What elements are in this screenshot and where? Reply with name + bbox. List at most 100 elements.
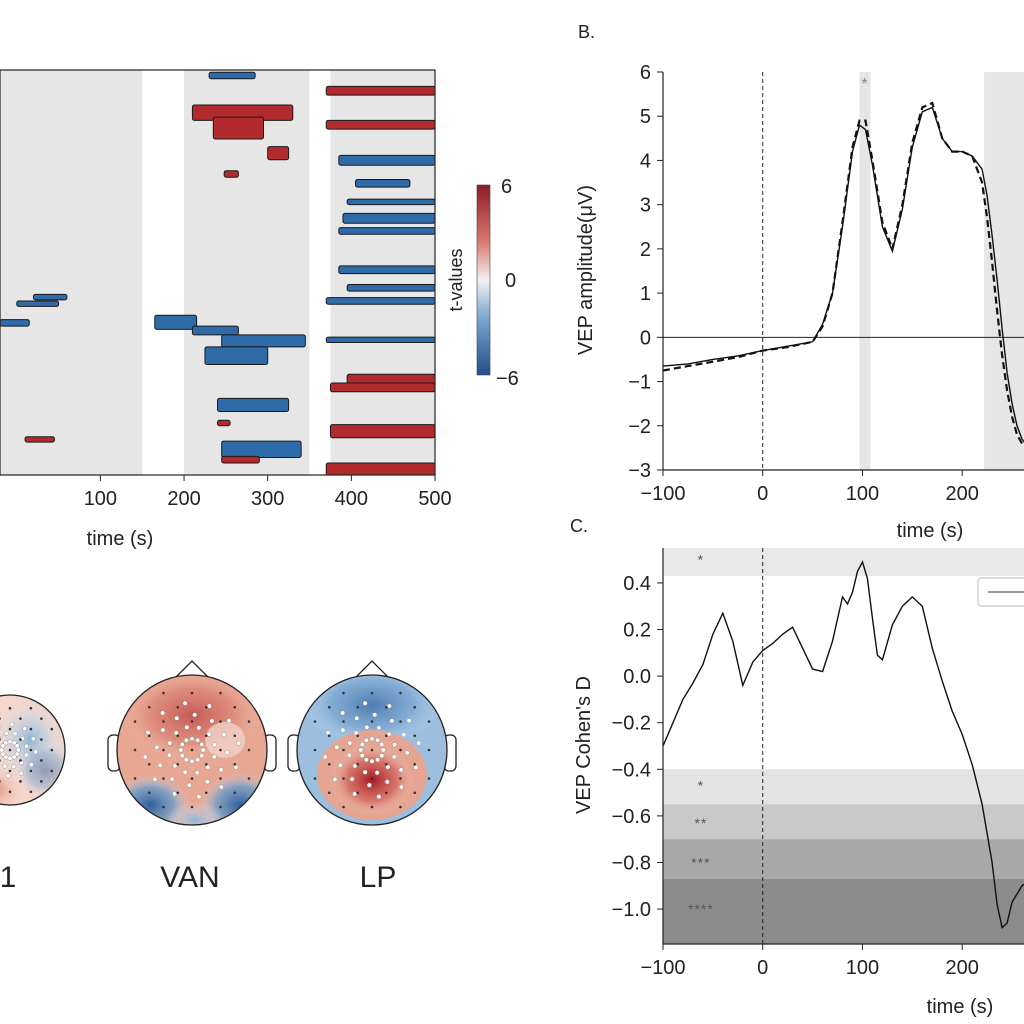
electrode-small bbox=[313, 748, 317, 752]
electrode bbox=[204, 779, 210, 785]
cluster-neg-22 bbox=[204, 346, 269, 365]
panel-b-x-label: time (s) bbox=[897, 520, 964, 542]
electrode-small bbox=[190, 748, 194, 752]
electrode bbox=[154, 744, 160, 750]
panel-c-axes: −100 0 100 200 0.4 0.2 0.0 −0.2 −0.4 −0.6 −0.8 −1.0 bbox=[612, 548, 1024, 979]
electrode-small bbox=[370, 691, 374, 695]
electrode bbox=[3, 754, 9, 760]
electrode-small bbox=[427, 748, 431, 752]
cluster-neg-13 bbox=[346, 284, 435, 292]
electrode bbox=[340, 727, 346, 733]
cluster-neg-20 bbox=[325, 336, 435, 344]
cluster-pos-7 bbox=[223, 170, 239, 178]
electrode bbox=[392, 742, 398, 748]
electrode bbox=[218, 784, 224, 790]
electrode bbox=[346, 752, 352, 758]
panel-c-y-tick-label: −0.4 bbox=[612, 759, 651, 781]
electrode-small bbox=[176, 705, 180, 709]
electrode-small bbox=[356, 762, 360, 766]
cluster-neg-11 bbox=[338, 227, 435, 235]
panel-b-x-tick-label: −100 bbox=[640, 483, 685, 505]
electrode-small bbox=[219, 720, 222, 723]
electrode bbox=[362, 700, 368, 706]
panel-c-band-0 bbox=[663, 548, 1024, 576]
electrode bbox=[372, 712, 378, 718]
electrode bbox=[157, 762, 163, 768]
electrode bbox=[3, 740, 9, 746]
electrode-small bbox=[327, 705, 331, 709]
cluster-pos-5 bbox=[267, 146, 290, 161]
panel-c-band-3 bbox=[663, 839, 1024, 879]
electrode-small bbox=[162, 805, 165, 809]
electrode bbox=[24, 743, 30, 749]
cluster-pos-24 bbox=[329, 382, 435, 393]
panel-b-y-tick-label: 2 bbox=[640, 239, 651, 261]
panel-c: C. *********** −100 0 100 2000.40.20.0−0.2−… bbox=[570, 516, 1024, 1018]
panel-b-window-0 bbox=[859, 72, 871, 470]
electrode-small bbox=[0, 759, 1, 762]
panel-c-y-label: VEP Cohen's D bbox=[573, 676, 595, 814]
electrode-small bbox=[233, 762, 237, 766]
electrode bbox=[363, 757, 369, 763]
panel-c-series-solid bbox=[663, 560, 1024, 930]
electrode-small bbox=[8, 790, 12, 794]
panel-b-y-tick-label: −1 bbox=[628, 372, 651, 394]
electrode bbox=[406, 718, 412, 724]
panel-b-y-tick-label: 6 bbox=[640, 62, 651, 84]
electrode bbox=[389, 718, 395, 724]
electrode-small bbox=[219, 748, 222, 752]
panel-c-y-tick-label: 0.4 bbox=[623, 573, 651, 595]
electrode bbox=[174, 715, 180, 721]
electrode bbox=[173, 730, 179, 736]
electrode-small bbox=[133, 777, 137, 780]
panel-a-tick-label-200: 200 bbox=[167, 488, 200, 510]
electrode bbox=[189, 736, 195, 742]
panel-c-x-tick-label: 0 bbox=[757, 957, 768, 979]
electrode bbox=[369, 736, 375, 742]
electrode-small bbox=[247, 777, 251, 780]
electrode-small bbox=[219, 691, 222, 695]
electrode bbox=[385, 764, 391, 770]
electrode-small bbox=[204, 705, 208, 709]
electrode-small bbox=[384, 762, 388, 766]
electrode bbox=[386, 703, 392, 709]
electrode bbox=[0, 724, 2, 730]
electrode bbox=[172, 763, 178, 769]
panel-a-frame bbox=[0, 69, 436, 476]
panel-a-x-ticks: 100 200 300 400 500 bbox=[84, 475, 452, 510]
electrode bbox=[404, 750, 410, 756]
electrode-small bbox=[399, 777, 402, 780]
electrode-small bbox=[0, 780, 1, 783]
electrode bbox=[182, 769, 188, 775]
electrode bbox=[196, 725, 202, 731]
topomap-lp-label: LP bbox=[360, 861, 397, 894]
panel-c-y-tick-label: 0.2 bbox=[623, 620, 651, 642]
electrode bbox=[182, 700, 188, 706]
electrode-small bbox=[342, 748, 345, 752]
electrode bbox=[33, 749, 39, 755]
electrode bbox=[178, 747, 184, 753]
electrode-small bbox=[413, 705, 417, 709]
electrode bbox=[413, 764, 419, 770]
electrode bbox=[386, 731, 392, 737]
cluster-neg-17 bbox=[154, 314, 198, 330]
panel-b-x-tick-label: 100 bbox=[846, 483, 879, 505]
electrode bbox=[145, 730, 151, 736]
panel-a-tick-label-400: 400 bbox=[335, 488, 368, 510]
cluster-neg-19 bbox=[191, 325, 239, 336]
cluster-neg-14 bbox=[325, 297, 435, 305]
electrode-small bbox=[204, 791, 208, 795]
electrode bbox=[194, 770, 200, 776]
panel-b-label: B. bbox=[578, 22, 595, 42]
electrode bbox=[401, 732, 407, 738]
electrode-small bbox=[370, 720, 374, 723]
electrode bbox=[7, 755, 13, 761]
topomap-p1-label: 1 bbox=[0, 861, 16, 894]
cluster-neg-15 bbox=[32, 293, 68, 301]
electrode-small bbox=[399, 691, 402, 695]
panel-c-x-tick-label: −100 bbox=[640, 957, 685, 979]
electrode-small bbox=[133, 748, 137, 752]
electrode bbox=[364, 724, 370, 730]
electrode-small bbox=[427, 720, 431, 723]
electrode-small bbox=[233, 791, 237, 795]
